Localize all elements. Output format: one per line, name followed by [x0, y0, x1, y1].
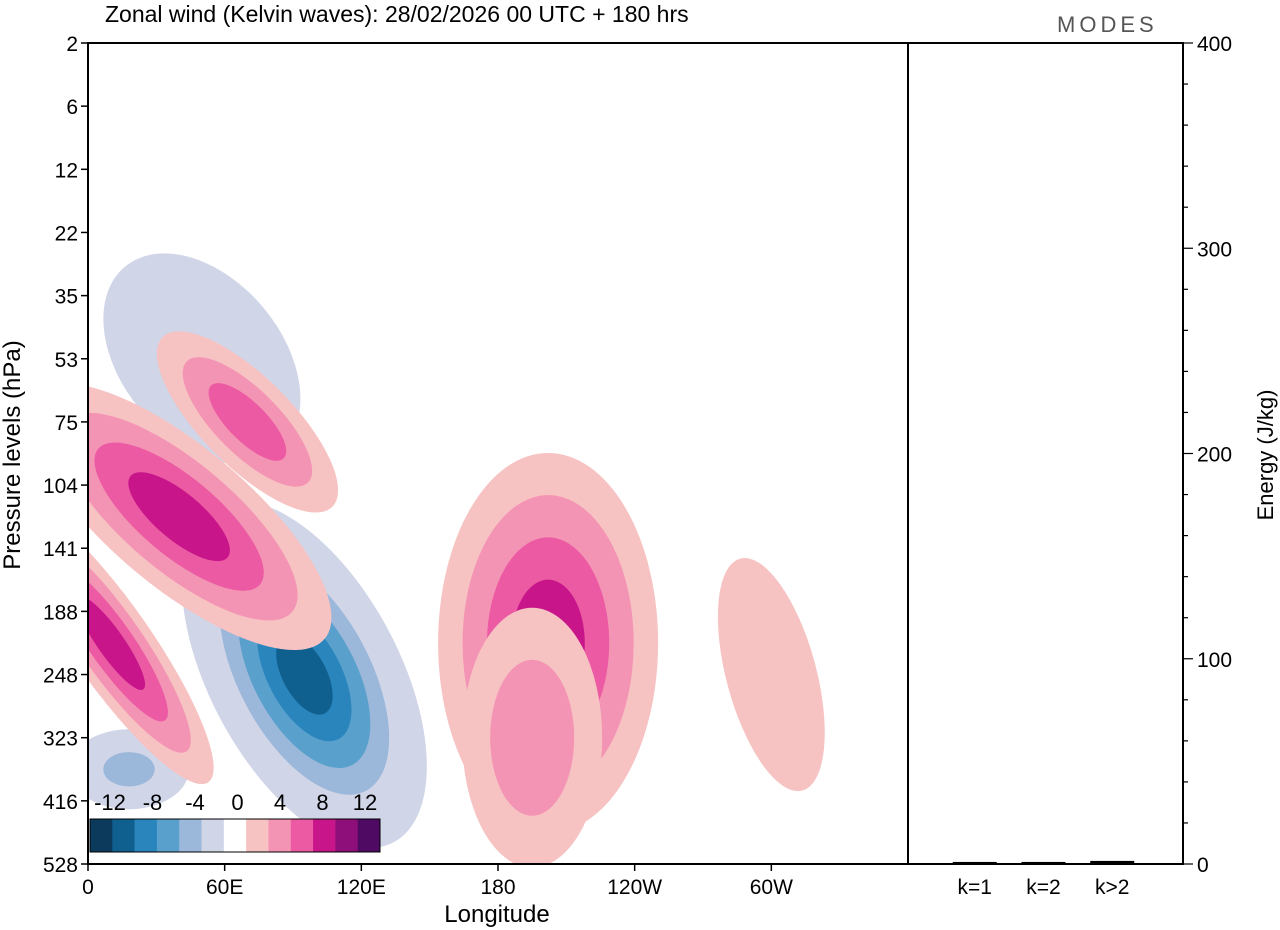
x-tick-label: 60E [206, 876, 243, 899]
colorbar-label: -12 [94, 790, 126, 815]
colorbar-swatch [201, 819, 225, 852]
x-tick-label: 180 [480, 876, 515, 899]
contour-band [717, 558, 825, 792]
energy-bar [952, 861, 997, 864]
y-tick-label: 188 [43, 601, 78, 624]
energy-tick-label: 200 [1197, 444, 1232, 467]
x-tick-label: 60W [750, 876, 793, 899]
contour-band [276, 634, 333, 715]
y-tick-label: 53 [55, 349, 78, 372]
y-tick-label: 6 [66, 96, 78, 119]
colorbar-label: 4 [274, 790, 286, 815]
colorbar-swatch [290, 819, 314, 852]
energy-bar [1090, 860, 1135, 864]
y-tick-label: 248 [43, 665, 78, 688]
wind-field [88, 253, 825, 864]
x-tick-label: 120W [607, 876, 662, 899]
energy-axis-label: Energy (J/kg) [1253, 390, 1278, 521]
y-tick-label: 141 [43, 538, 78, 561]
chart-title: Zonal wind (Kelvin waves): 28/02/2026 00… [105, 1, 689, 27]
modes-logo: MODES [1057, 12, 1158, 37]
contour-band [208, 383, 287, 461]
energy-tick-label: 0 [1197, 854, 1209, 877]
energy-tick-label: 300 [1197, 238, 1232, 261]
colorbar-label: 0 [231, 790, 243, 815]
contour-band [88, 595, 146, 691]
energy-tick-label: 100 [1197, 649, 1232, 672]
colorbar-swatch [179, 819, 203, 852]
contour-band [128, 472, 230, 562]
x-tick-label: 120E [337, 876, 386, 899]
y-tick-label: 75 [55, 412, 78, 435]
energy-bar [1021, 861, 1066, 864]
energy-plot-frame [907, 42, 1184, 865]
longitude-axis: 0 60E 120E 180 120W 60W [82, 864, 793, 899]
contour-band [490, 659, 575, 816]
x-tick-label: 0 [82, 876, 94, 899]
energy-tick-label: 400 [1197, 33, 1232, 56]
colorbar-label: 12 [353, 790, 377, 815]
colorbar-swatch [246, 819, 269, 852]
pressure-axis: 2 6 12 22 35 53 75 104 141 188 248 323 416 528 [43, 33, 88, 877]
wind-feature-westerly [88, 501, 214, 785]
wind-feature-westerly [156, 331, 339, 513]
colorbar: -12 -8 -4 0 4 8 12 [89, 790, 381, 853]
wind-feature-westerly [88, 383, 332, 651]
colorbar-swatch [223, 819, 247, 852]
y-tick-label: 416 [43, 791, 78, 814]
x-axis-label: Longitude [444, 901, 549, 928]
y-tick-label: 22 [55, 222, 78, 245]
y-tick-label: 528 [43, 854, 78, 877]
energy-category-label: k=2 [1026, 876, 1060, 899]
colorbar-swatch [90, 819, 113, 852]
contour-band [103, 752, 155, 787]
colorbar-swatch [112, 819, 136, 852]
y-tick-label: 104 [43, 475, 78, 498]
energy-bars: k=1 k=2 k>2 [952, 860, 1135, 899]
colorbar-swatch [268, 819, 292, 852]
y-axis-label: Pressure levels (hPa) [0, 340, 26, 569]
y-tick-label: 323 [43, 728, 78, 751]
colorbar-swatch [335, 819, 359, 852]
colorbar-label: -4 [185, 790, 205, 815]
colorbar-swatch [134, 819, 158, 852]
wind-feature-westerly [717, 558, 825, 792]
wind-feature-westerly [462, 607, 603, 864]
colorbar-swatch [313, 819, 336, 852]
colorbar-label: 8 [316, 790, 328, 815]
y-tick-label: 2 [66, 33, 78, 56]
y-tick-label: 35 [55, 286, 78, 309]
colorbar-swatch [156, 819, 180, 852]
energy-category-label: k=1 [958, 876, 992, 899]
colorbar-frame [89, 818, 381, 853]
colorbar-label: -8 [143, 790, 163, 815]
energy-axis: 0 100 200 300 400 [1183, 33, 1232, 877]
colorbar-swatch [357, 819, 381, 852]
y-tick-label: 12 [55, 159, 78, 182]
energy-category-label: k>2 [1095, 876, 1129, 899]
